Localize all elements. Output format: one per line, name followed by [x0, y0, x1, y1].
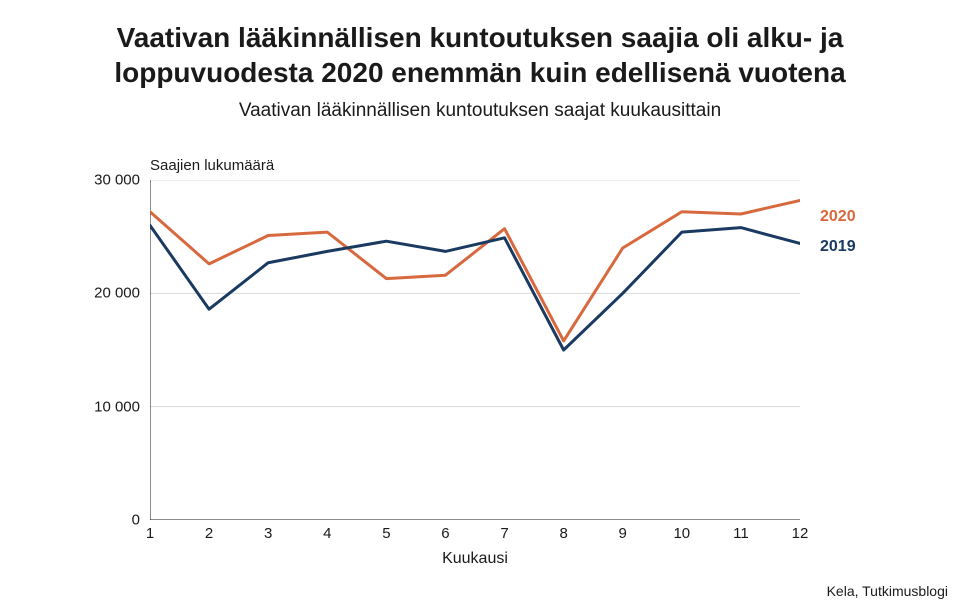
title-line-1: Vaativan lääkinnällisen kuntoutuksen saa…: [117, 22, 844, 53]
series-label-2019: 2019: [820, 238, 856, 256]
title-line-2: loppuvuodesta 2020 enemmän kuin edellise…: [114, 57, 845, 88]
x-tick-label: 3: [264, 525, 272, 542]
x-tick-label: 10: [673, 525, 690, 542]
x-tick-label: 1: [146, 525, 154, 542]
x-tick-label: 11: [733, 525, 749, 542]
x-tick-label: 4: [323, 525, 331, 542]
x-tick-label: 8: [559, 525, 567, 542]
y-tick-label: 10 000: [94, 398, 140, 415]
chart-title: Vaativan lääkinnällisen kuntoutuksen saa…: [0, 0, 960, 90]
footer-credit: Kela, Tutkimusblogi: [827, 583, 948, 599]
series-label-2020: 2020: [820, 208, 856, 226]
x-tick-label: 6: [441, 525, 449, 542]
line-chart: [150, 180, 800, 520]
x-tick-label: 7: [500, 525, 508, 542]
y-axis-title: Saajien lukumäärä: [150, 157, 274, 174]
x-tick-label: 2: [205, 525, 213, 542]
x-tick-label: 5: [382, 525, 390, 542]
y-tick-label: 20 000: [94, 285, 140, 302]
chart-subtitle: Vaativan lääkinnällisen kuntoutuksen saa…: [0, 100, 960, 122]
x-tick-label: 9: [619, 525, 627, 542]
y-tick-label: 30 000: [94, 172, 140, 189]
y-tick-label: 0: [132, 512, 140, 529]
x-tick-label: 12: [792, 525, 809, 542]
x-axis-title: Kuukausi: [442, 550, 508, 568]
